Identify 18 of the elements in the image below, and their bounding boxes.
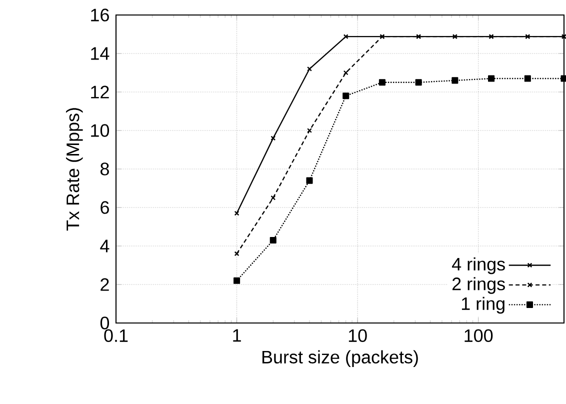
y-tick-label: 14 bbox=[91, 47, 110, 60]
y-tick-label: 2 bbox=[100, 278, 109, 291]
y-tick-label: 16 bbox=[91, 8, 109, 22]
x-axis-title: Burst size (packets) bbox=[262, 350, 418, 368]
y-tick-label: 0 bbox=[100, 316, 110, 330]
y-tick-label: 10 bbox=[91, 124, 110, 137]
y-tick-label: 8 bbox=[100, 162, 109, 176]
x-tick-label: 100 bbox=[464, 329, 493, 342]
x-tick-label: 0.1 bbox=[104, 329, 128, 342]
y-tick-label: 4 bbox=[100, 240, 110, 252]
legend-label: 4 rings bbox=[452, 257, 505, 274]
legend-label: 1 ring bbox=[462, 296, 504, 314]
y-tick-label: 6 bbox=[100, 201, 109, 214]
x-tick-label: 1 bbox=[233, 329, 241, 342]
x-tick-label: 10 bbox=[348, 329, 367, 342]
legend-label: 2 rings bbox=[452, 277, 505, 294]
y-tick-label: 12 bbox=[91, 86, 109, 98]
y-axis-title: Tx Rate (Mpps) bbox=[66, 108, 83, 231]
